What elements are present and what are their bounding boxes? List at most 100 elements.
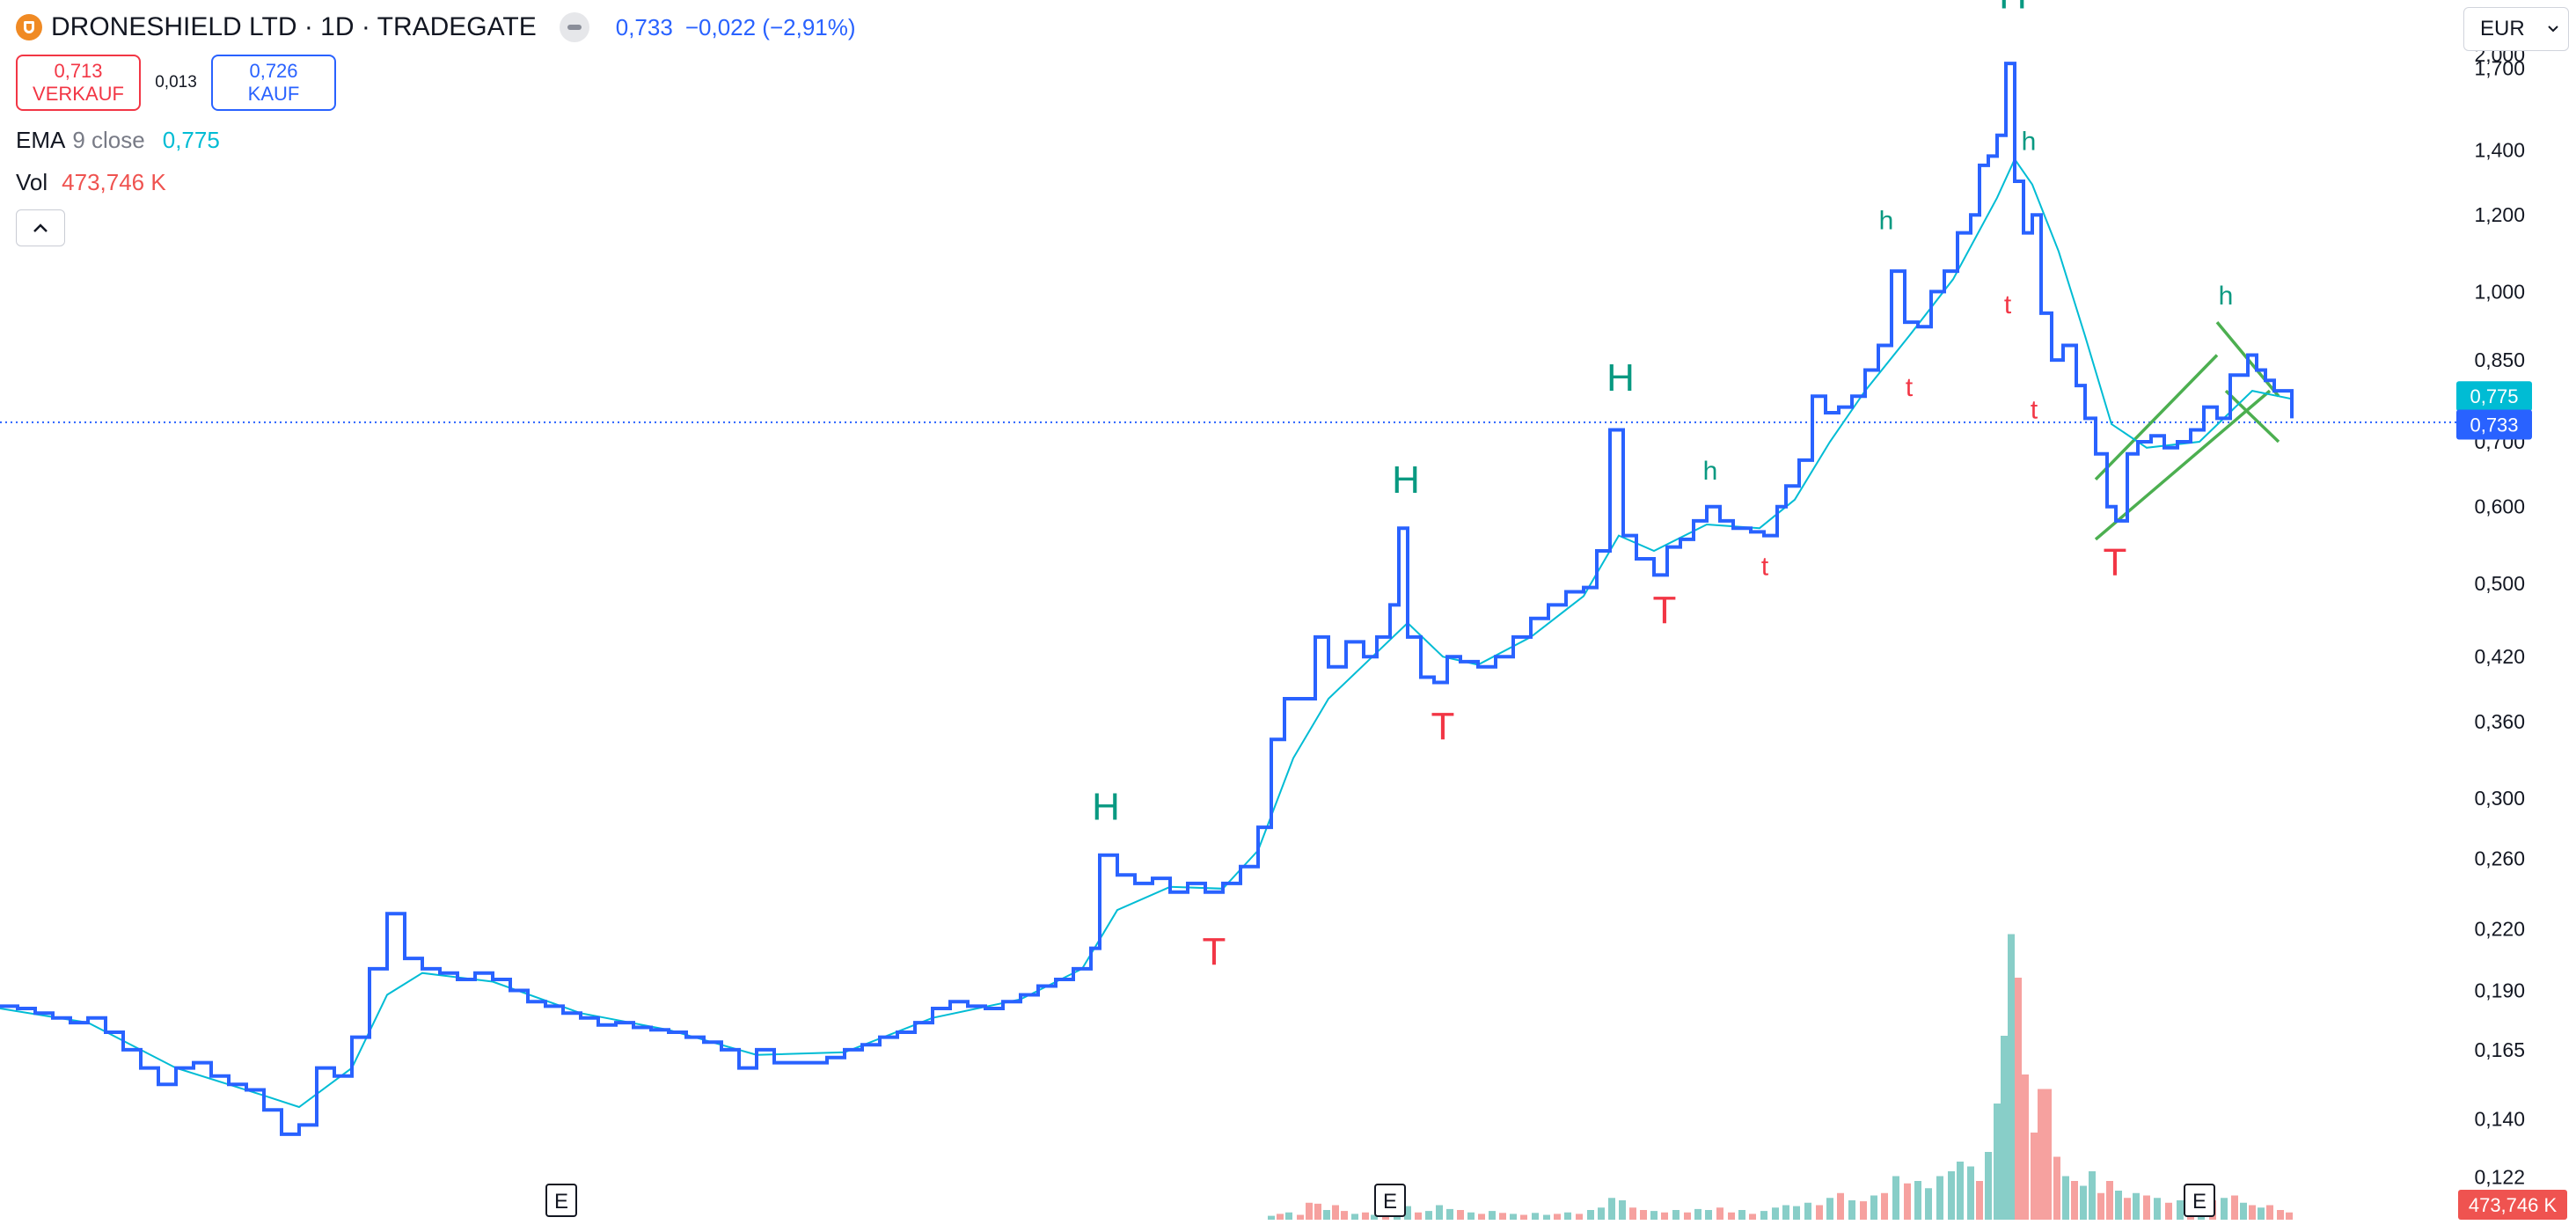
volume-bar [2165,1202,2172,1220]
y-tick-label: 0,190 [2474,979,2525,1001]
volume-bar [2097,1192,2104,1220]
volume-bar [1925,1188,1932,1220]
volume-bar [1728,1212,1735,1220]
volume-layer [1268,934,2293,1220]
last-price: 0,733 [615,13,673,40]
volume-bar [2177,1200,2184,1220]
ema-axis-label-bg [2456,381,2532,412]
volume-bar [2249,1205,2256,1220]
y-tick-label: 0,260 [2474,847,2525,869]
volume-bar [2143,1195,2150,1220]
volume-bar [1532,1213,1539,1220]
peak-label: h [1703,457,1718,486]
volume-bar [1425,1211,1432,1220]
vol-value: 473,746 K [62,169,166,195]
y-tick-label: 0,122 [2474,1165,2525,1188]
volume-bar [2277,1210,2284,1220]
sell-button[interactable]: 0,713 VERKAUF [16,55,141,111]
volume-bar [1510,1214,1517,1220]
peak-label: h [2219,282,2234,311]
collapse-legend-button[interactable] [16,209,65,246]
volume-bar [1457,1210,1464,1220]
peak-label: h [2022,128,2037,157]
volume-bar [1967,1166,1974,1220]
volume-bar [1848,1200,1855,1220]
volume-bar [2106,1181,2113,1220]
volume-bar [1985,1152,1992,1220]
y-tick-label: 0,165 [2474,1038,2525,1061]
chevron-up-icon [33,224,48,232]
market-status-icon[interactable] [559,12,589,42]
chevron-down-icon [2548,26,2558,33]
volume-bar [1816,1205,1823,1220]
volume-bar [2089,1171,2096,1220]
currency-select[interactable]: EUR [2463,7,2569,51]
peak-labels: H H Hh h Hh h [1092,0,2233,829]
volume-bar [1772,1207,1779,1220]
volume-bar [1640,1210,1647,1220]
y-tick-label: 0,850 [2474,348,2525,371]
volume-bar [1467,1212,1475,1220]
volume-bar [2001,1036,2008,1220]
y-tick-label: 0,140 [2474,1107,2525,1130]
volume-bar [1804,1202,1811,1220]
volume-bar [1957,1162,1964,1220]
ema-axis-label: 0,775 [2470,385,2518,407]
volume-bar [1694,1208,1701,1220]
earnings-marker [1374,1184,1406,1217]
volume-bar [1277,1214,1284,1220]
volume-bar [2258,1207,2265,1220]
volume-bar [1314,1203,1321,1220]
ema-legend[interactable]: EMA 9 close 0,775 [16,127,220,154]
volume-bar [1598,1207,1605,1220]
volume-bar [1404,1206,1411,1220]
volume-bar [1371,1214,1378,1220]
earnings-marker [545,1184,577,1217]
peak-label: H [1092,786,1120,829]
trend-channel[interactable] [2094,320,2280,541]
y-tick-label: 0,600 [2474,495,2525,518]
buy-button[interactable]: 0,726 KAUF [211,55,336,111]
volume-bar [1341,1211,1348,1220]
volume-bar [1520,1214,1527,1220]
y-tick-label: 0,300 [2474,787,2525,810]
volume-bar [1446,1208,1453,1220]
volume-bar [1543,1214,1550,1220]
volume-bar [2133,1192,2140,1220]
trough-labels: T T Tt t t t T [1203,290,2127,973]
volume-bar [1332,1205,1339,1220]
volume-bar [1672,1210,1680,1220]
volume-bar [2071,1181,2078,1220]
volume-bar [1297,1214,1304,1220]
price-axis[interactable]: 0,122 0,140 0,165 0,190 0,220 0,260 0,300 0,360… [2474,43,2525,1188]
volume-bar [1738,1210,1745,1220]
volume-legend[interactable]: Vol 473,746 K [16,169,166,196]
volume-bar [1760,1211,1767,1220]
trough-label: T [1431,705,1455,748]
volume-bar [2062,1176,2069,1220]
volume-axis-label-bg [2458,1190,2567,1220]
volume-bar [1351,1214,1358,1220]
peak-label: H [1392,458,1420,502]
sell-label: VERKAUF [33,83,124,105]
volume-bar [1976,1181,1983,1220]
ema-name: EMA [16,127,66,153]
buy-label: KAUF [247,83,300,105]
volume-bar [2124,1198,2131,1220]
volume-bar [1608,1198,1615,1220]
volume-bar [1684,1212,1691,1220]
volume-bar [1268,1215,1275,1220]
volume-bar [1415,1212,1422,1220]
volume-bar [2240,1202,2247,1220]
volume-bar [1362,1212,1369,1220]
volume-bar [1587,1210,1594,1220]
symbol-logo-icon [16,14,42,40]
y-tick-label: 1,700 [2474,57,2525,80]
volume-bar [2053,1156,2060,1220]
symbol-title[interactable]: DRONESHIELD LTD · 1D · TRADEGATE [51,12,537,41]
volume-bar [1436,1205,1443,1220]
volume-bar [1914,1181,1921,1220]
earnings-marker-label: E [2192,1190,2206,1214]
